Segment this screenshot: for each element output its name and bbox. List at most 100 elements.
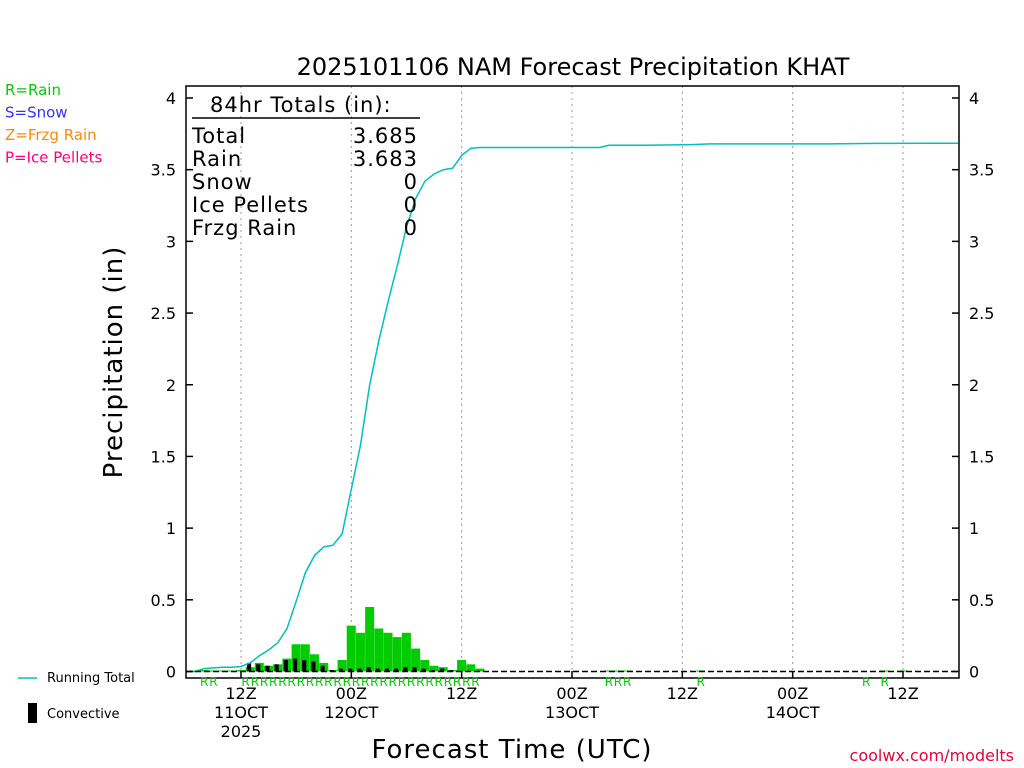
x-tick-label: 12Z (446, 684, 477, 703)
convective-bar (283, 660, 288, 672)
convective-bar (256, 664, 261, 672)
ptype-marker: R (623, 675, 631, 689)
convective-bar (302, 660, 307, 672)
y-tick-label-left: 0.5 (151, 591, 176, 610)
ptype-marker: R (389, 675, 397, 689)
ptype-legend-item: R=Rain (5, 81, 61, 99)
convective-bar (320, 665, 325, 672)
ptype-marker: R (416, 675, 424, 689)
y-tick-label-right: 3 (969, 232, 979, 251)
ptype-marker: R (361, 675, 369, 689)
ptype-marker: R (444, 675, 452, 689)
y-tick-label-left: 3 (166, 232, 176, 251)
x-tick-label: 12Z (887, 684, 918, 703)
ptype-marker: R (200, 675, 208, 689)
running-total-line (185, 142, 959, 673)
ptype-marker: R (241, 675, 249, 689)
totals-row-label: Rain (192, 147, 242, 171)
x-tick-label: 00Z (336, 684, 367, 703)
precip-bar (475, 668, 485, 672)
convective-bar (265, 665, 270, 672)
totals-title: 84hr Totals (in): (210, 93, 392, 117)
precip-bar (457, 660, 467, 672)
ptype-marker: R (306, 675, 314, 689)
running-total-legend-label: Running Total (47, 671, 135, 686)
ptype-marker: R (209, 675, 217, 689)
y-tick-label-right: 2.5 (969, 304, 994, 323)
convective-bar (357, 668, 362, 672)
precip-bar (291, 644, 301, 672)
x-tick-label: 14OCT (766, 703, 820, 722)
x-tick-label: 00Z (556, 684, 587, 703)
convective-legend-swatch (28, 703, 37, 723)
footer-credit[interactable]: coolwx.com/modelts (850, 746, 1014, 765)
ptype-marker: R (278, 675, 286, 689)
y-tick-label-left: 2.5 (151, 304, 176, 323)
convective-bar (292, 658, 298, 672)
convective-bar (394, 668, 399, 672)
x-tick-label: 2025 (221, 722, 262, 741)
ptype-marker: R (471, 675, 479, 689)
ptype-marker: R (462, 675, 470, 689)
y-tick-label-left: 4 (166, 89, 176, 108)
y-axis-right: 0 0.5 1 1.5 2 2.5 3 3.5 4 (952, 89, 994, 682)
precip-bar (392, 637, 402, 672)
grid-lines (240, 86, 904, 678)
convective-bar (246, 662, 252, 672)
ptype-marker: R (352, 675, 360, 689)
precip-bar (346, 625, 356, 672)
ptype-marker: R (697, 675, 705, 689)
totals-row-value: 0 (404, 170, 418, 194)
convective-legend-label: Convective (47, 707, 120, 722)
totals-row-value: 3.685 (353, 124, 418, 148)
y-tick-label-left: 0 (166, 663, 176, 682)
ptype-marker: R (379, 675, 387, 689)
x-tick-label: 12Z (667, 684, 698, 703)
convective-bar (366, 667, 371, 672)
precip-bar (411, 648, 421, 672)
running-total-legend: Running Total (18, 671, 135, 686)
convective-legend: Convective (28, 703, 120, 723)
y-tick-label-right: 3.5 (969, 161, 994, 180)
totals-row-label: Snow (192, 170, 253, 194)
precip-bar (604, 670, 614, 672)
y-tick-label-right: 0 (969, 663, 979, 682)
ptype-legend-item: S=Snow (5, 104, 68, 122)
precip-bar (300, 644, 310, 672)
precip-bar (383, 632, 393, 672)
y-tick-label-left: 1.5 (151, 447, 176, 466)
y-tick-label-left: 1 (166, 519, 176, 538)
ptype-marker: R (297, 675, 305, 689)
y-tick-label-left: 2 (166, 376, 176, 395)
ptype-marker: R (453, 675, 461, 689)
ptype-marker: R (398, 675, 406, 689)
convective-bar (311, 661, 316, 672)
ptype-marker: R (425, 675, 433, 689)
ptype-marker: R (614, 675, 622, 689)
x-tick-label: 13OCT (545, 703, 599, 722)
convective-bar (338, 668, 344, 672)
ptype-marker: R (407, 675, 415, 689)
x-tick-label: 12Z (225, 684, 256, 703)
precip-bar (613, 670, 623, 672)
ptype-marker: R (605, 675, 613, 689)
ptype-legend-item: Z=Frzg Rain (5, 126, 97, 144)
ptype-marker: R (435, 675, 443, 689)
ptype-marker: R (269, 675, 277, 689)
y-tick-label-right: 1.5 (969, 447, 994, 466)
x-tick-label: 11OCT (214, 703, 268, 722)
convective-bar (421, 668, 426, 672)
ptype-marker: R (343, 675, 351, 689)
ptype-marker: R (315, 675, 323, 689)
precip-bar (374, 628, 384, 672)
convective-bar (274, 664, 279, 672)
ptype-legend-item: P=Ice Pellets (5, 149, 102, 167)
y-tick-label-right: 1 (969, 519, 979, 538)
ptype-marker: R (324, 675, 332, 689)
ptype-marker: R (880, 675, 888, 689)
convective-bar (348, 668, 353, 672)
ptype-marker: R (862, 675, 870, 689)
